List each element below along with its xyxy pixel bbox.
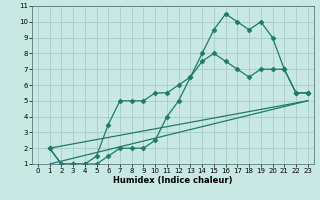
X-axis label: Humidex (Indice chaleur): Humidex (Indice chaleur) [113,176,233,185]
